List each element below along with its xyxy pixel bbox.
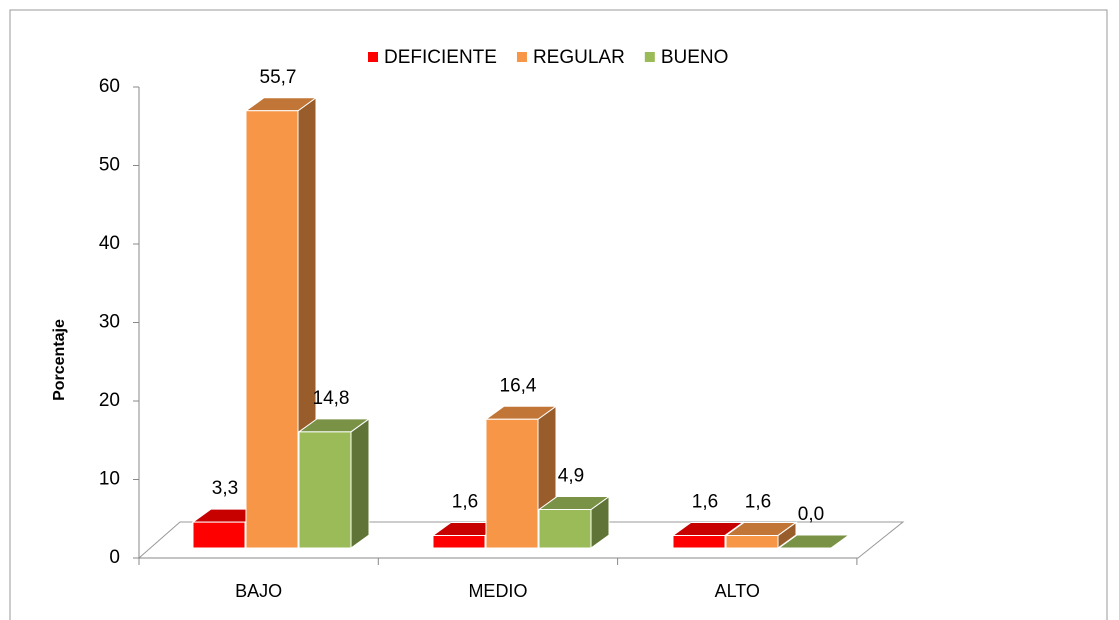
bar-front [298, 431, 352, 549]
value-label: 3,3 [212, 478, 238, 499]
legend-label: DEFICIENTE [384, 47, 497, 68]
bar-front [538, 509, 592, 549]
bar-front [485, 418, 539, 549]
y-tick-label: 60 [99, 76, 120, 97]
value-label: 55,7 [260, 67, 297, 88]
bar-front [725, 534, 779, 549]
bar-front [432, 534, 486, 549]
legend-swatch [516, 52, 527, 62]
legend-label: BUENO [661, 47, 729, 68]
bar [537, 495, 611, 549]
bar [724, 521, 798, 549]
bar [297, 417, 371, 549]
x-tick-label: BAJO [235, 581, 282, 601]
bar-front [672, 534, 726, 549]
y-tick-label: 20 [99, 390, 120, 411]
value-label: 0,0 [798, 504, 824, 525]
y-axis-label: Porcentaje [51, 319, 68, 401]
chart-border [9, 9, 1108, 620]
y-tick-label: 0 [109, 547, 120, 568]
legend-swatch [644, 52, 655, 62]
value-label: 14,8 [313, 388, 350, 409]
x-tick-label: MEDIO [468, 581, 527, 601]
value-label: 4,9 [558, 466, 584, 487]
bar-front [192, 521, 246, 549]
bar [777, 534, 851, 549]
value-label: 1,6 [745, 491, 771, 512]
value-label: 1,6 [452, 491, 478, 512]
bar-top [777, 534, 851, 549]
value-label: 1,6 [692, 491, 718, 512]
y-tick-label: 30 [99, 312, 120, 333]
bar-side [350, 417, 370, 549]
y-tick-label: 10 [99, 469, 120, 490]
y-tick-label: 40 [99, 233, 120, 254]
x-tick-label: ALTO [715, 581, 760, 601]
legend-label: REGULAR [533, 47, 625, 68]
legend-swatch [368, 52, 378, 62]
y-tick-label: 50 [99, 155, 120, 176]
bar-front [245, 110, 299, 549]
value-label: 16,4 [500, 375, 537, 396]
